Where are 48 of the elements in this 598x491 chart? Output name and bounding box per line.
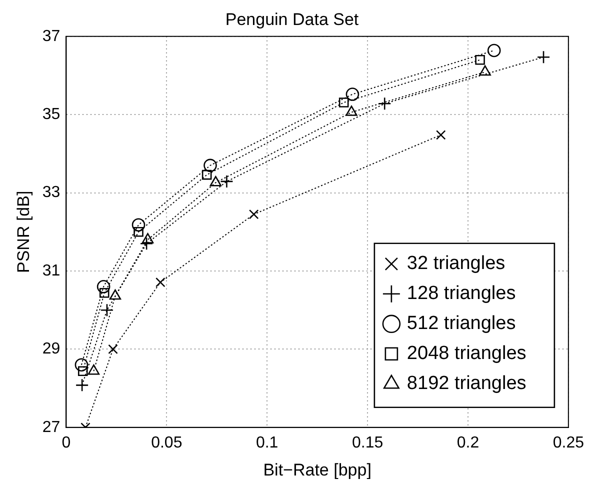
point: [99, 288, 110, 298]
y-tick-label: 29: [42, 340, 60, 358]
legend-label: 2048 triangles: [406, 343, 526, 364]
point: [100, 303, 114, 317]
y-tick-label: 31: [42, 262, 60, 280]
point: [436, 130, 446, 140]
x-axis-title: Bit−Rate [bpp]: [263, 460, 372, 480]
point: [479, 65, 491, 76]
legend-label: 8192 triangles: [406, 373, 526, 394]
legend-label: 512 triangles: [406, 313, 516, 334]
legend-label: 128 triangles: [406, 283, 516, 304]
point: [108, 344, 118, 354]
x-tick-label: 0.1: [256, 434, 278, 452]
point: [140, 236, 154, 250]
y-tick-label: 33: [42, 184, 60, 202]
y-axis-title: PSNR [dB]: [14, 190, 33, 273]
point: [248, 209, 259, 220]
point: [88, 364, 100, 375]
point: [78, 366, 88, 376]
point: [134, 227, 144, 237]
x-tick-label: 0.05: [151, 434, 182, 452]
point: [346, 88, 360, 101]
point: [475, 54, 485, 65]
chart-title: Penguin Data Set: [225, 10, 359, 29]
x-tick-label: 0: [62, 434, 71, 452]
point: [210, 176, 222, 186]
x-tick-label: 0.15: [352, 434, 384, 452]
point: [202, 170, 212, 180]
point: [96, 280, 110, 294]
y-tick-label: 27: [42, 418, 60, 436]
point: [75, 378, 89, 392]
point: [142, 233, 154, 244]
y-tick-label: 35: [42, 106, 60, 124]
point: [487, 44, 501, 58]
point: [74, 358, 88, 372]
y-tick-label: 37: [42, 28, 60, 45]
point: [378, 97, 392, 110]
point: [338, 98, 349, 108]
point: [204, 158, 217, 172]
point: [156, 277, 166, 288]
point: [132, 218, 146, 232]
point: [536, 50, 550, 64]
x-tick-label: 0.25: [552, 434, 584, 452]
legend-label: 32 triangles: [406, 253, 506, 274]
point: [346, 106, 358, 116]
x-tick-label: 0.2: [456, 434, 480, 452]
point: [109, 289, 122, 300]
point: [220, 174, 234, 188]
